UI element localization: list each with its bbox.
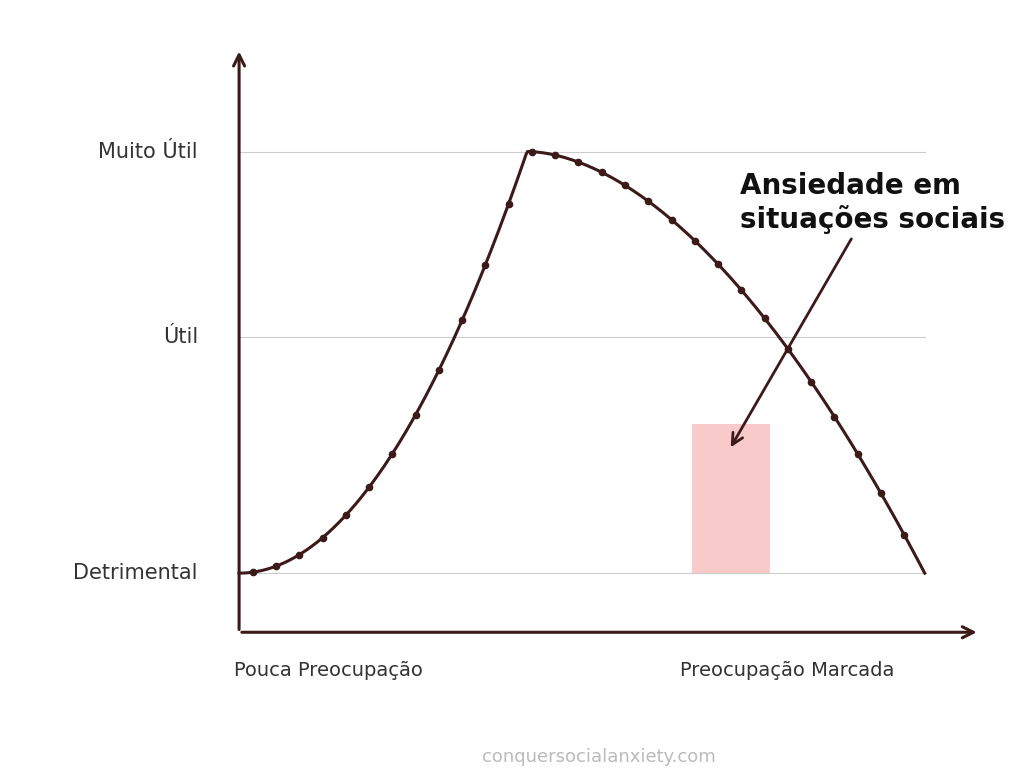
Text: conquersocialanxiety.com: conquersocialanxiety.com	[482, 748, 716, 766]
Bar	[691, 424, 770, 573]
Text: Detrimental: Detrimental	[74, 563, 198, 583]
Text: Ansiedade em
situações sociais: Ansiedade em situações sociais	[732, 172, 1005, 445]
Text: Útil: Útil	[163, 326, 198, 346]
Text: Pouca Preocupação: Pouca Preocupação	[233, 660, 423, 680]
Text: Muito Útil: Muito Útil	[98, 141, 198, 161]
Text: Preocupação Marcada: Preocupação Marcada	[680, 660, 895, 680]
